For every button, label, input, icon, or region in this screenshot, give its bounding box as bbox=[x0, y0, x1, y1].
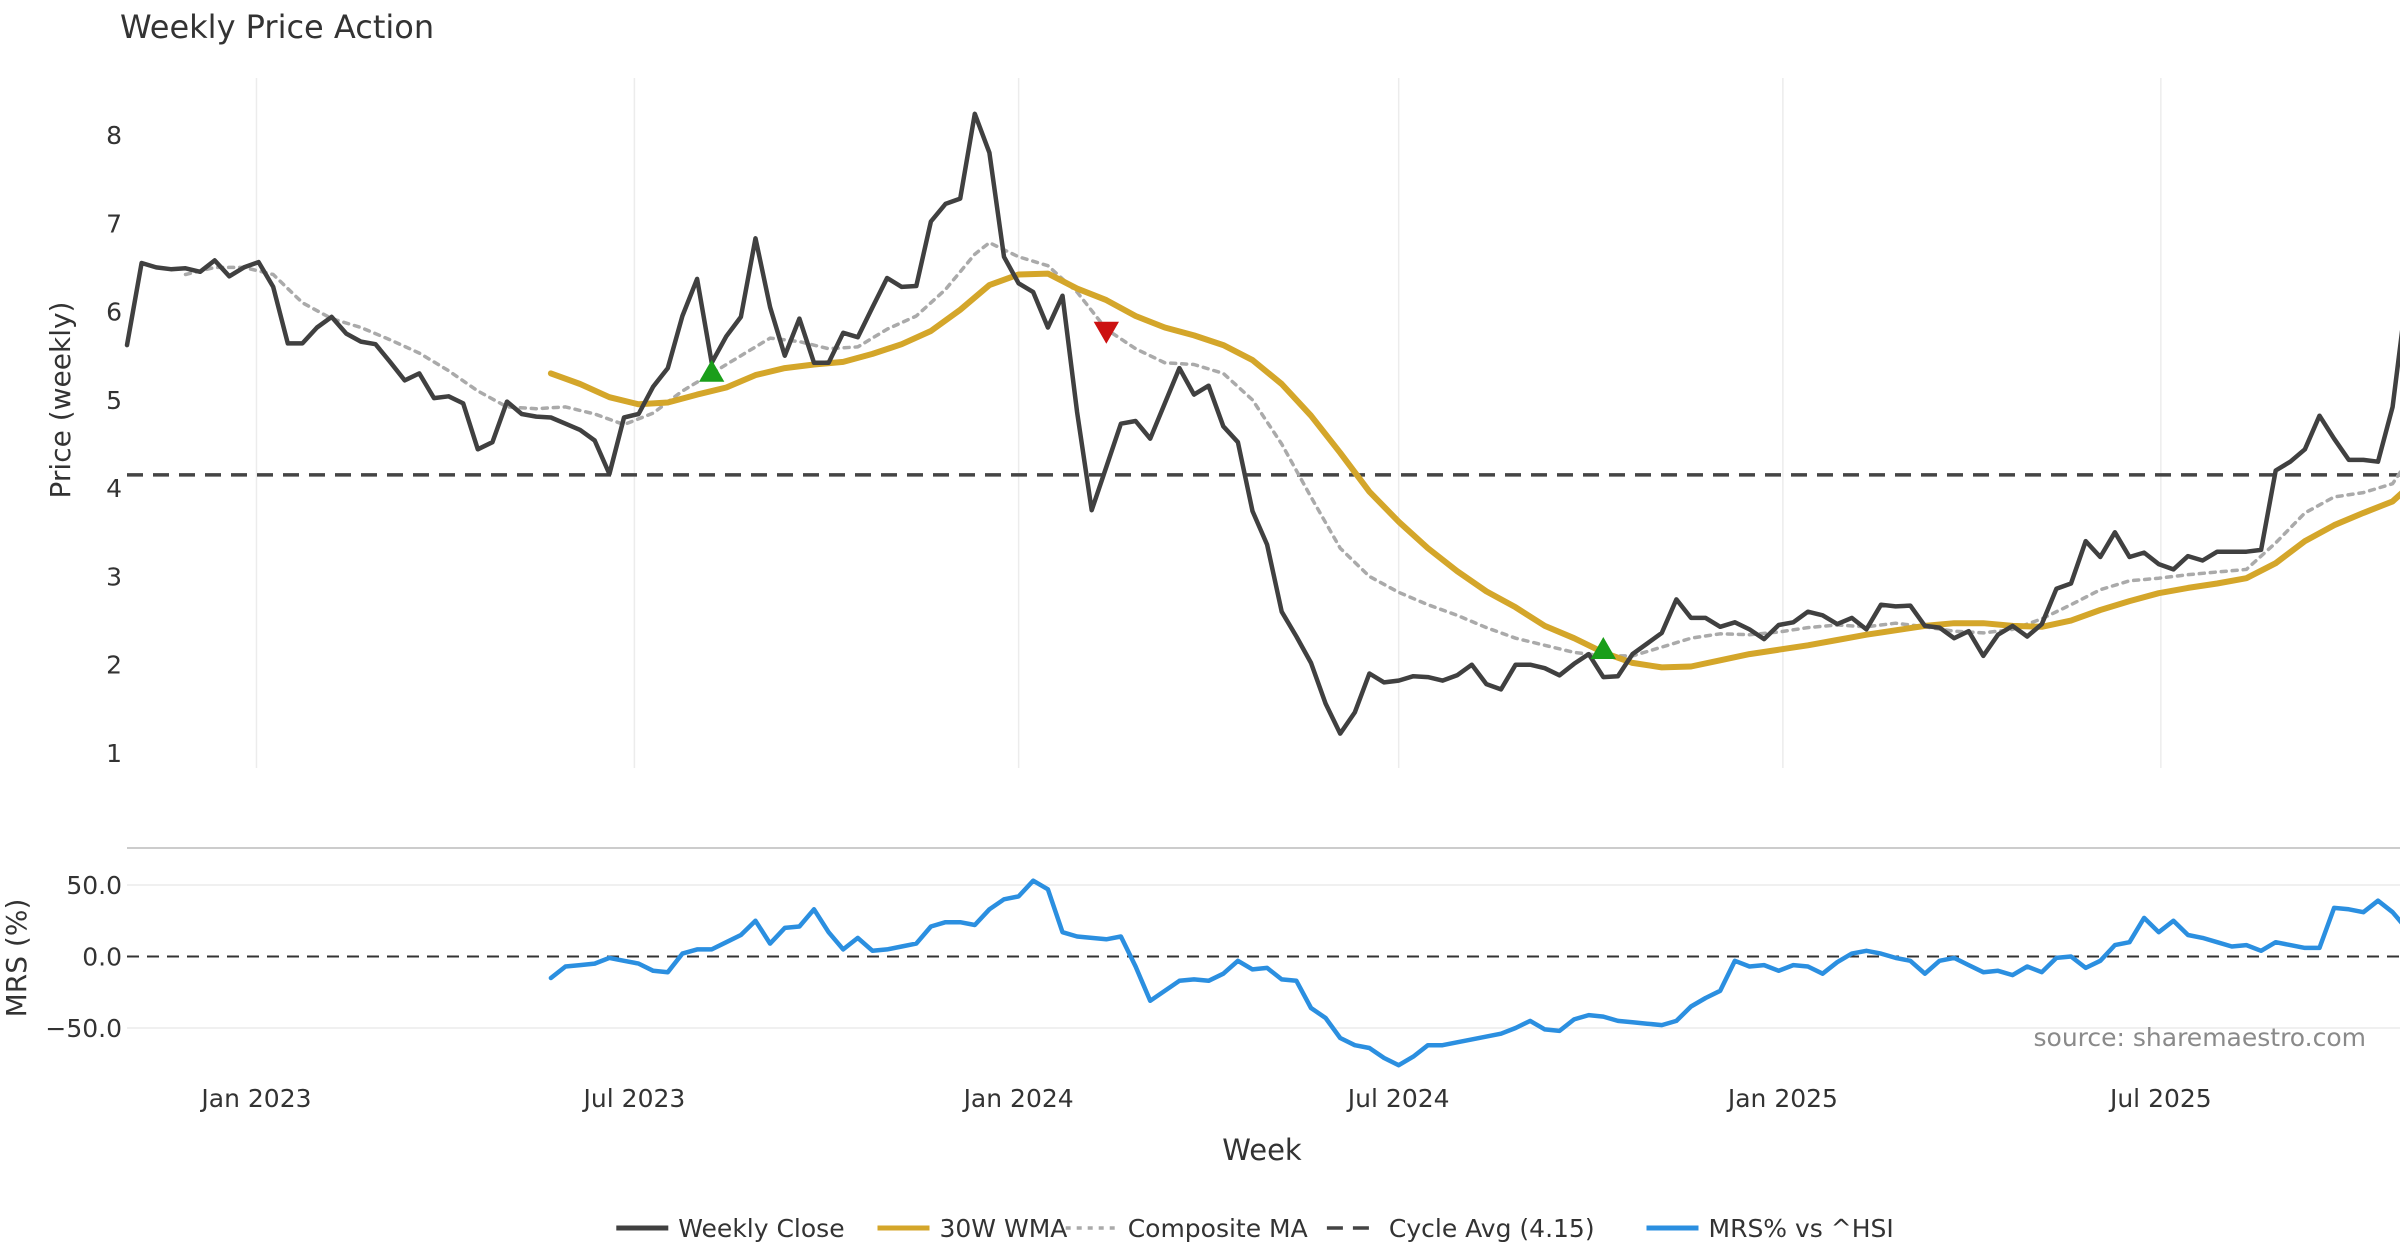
main-y-tick-label: 3 bbox=[106, 562, 122, 591]
main-y-tick-label: 5 bbox=[106, 386, 122, 415]
series-weekly-close bbox=[124, 111, 2400, 736]
main-markers bbox=[699, 321, 1616, 659]
x-tick-label: Jul 2023 bbox=[582, 1084, 686, 1113]
main-y-axis-label: Price (weekly) bbox=[44, 302, 77, 499]
main-grid bbox=[255, 78, 2162, 768]
sell-signal-marker bbox=[1093, 321, 1119, 344]
series-mrs-vs-hsi bbox=[548, 878, 2400, 1068]
main-series bbox=[124, 111, 2400, 736]
x-tick-label: Jul 2024 bbox=[1346, 1084, 1450, 1113]
sub-y-axis-label: MRS (%) bbox=[0, 899, 33, 1018]
x-tick-label: Jan 2024 bbox=[962, 1084, 1074, 1113]
x-axis-label: Week bbox=[1222, 1133, 1302, 1167]
sub-grid bbox=[127, 884, 2400, 1029]
x-tick-label: Jan 2025 bbox=[1726, 1084, 1838, 1113]
main-y-tick-label: 8 bbox=[106, 121, 122, 150]
main-y-ticks: 1 2 3 4 5 6 7 8 bbox=[106, 121, 122, 768]
legend-item-composite-ma: Composite MA bbox=[1065, 1214, 1308, 1243]
legend-item-30w-wma: 30W WMA bbox=[877, 1214, 1068, 1243]
legend-label: Cycle Avg (4.15) bbox=[1389, 1214, 1595, 1243]
legend-label: Composite MA bbox=[1128, 1214, 1308, 1243]
legend-item-cycle-avg-4-15: Cycle Avg (4.15) bbox=[1326, 1214, 1595, 1243]
main-y-tick-label: 2 bbox=[106, 651, 122, 680]
x-tick-label: Jan 2023 bbox=[199, 1084, 311, 1113]
main-y-tick-label: 7 bbox=[106, 209, 122, 238]
legend: Weekly Close 30W WMA Composite MA Cycle Avg… bbox=[616, 1214, 1894, 1243]
sub-y-ticks: 50.0 0.0 −50.0 bbox=[45, 871, 122, 1043]
main-y-tick-label: 6 bbox=[106, 298, 122, 327]
series-30w-wma bbox=[547, 270, 2400, 671]
legend-label: MRS% vs ^HSI bbox=[1709, 1214, 1894, 1243]
x-tick-label: Jul 2025 bbox=[2108, 1084, 2212, 1113]
legend-label: Weekly Close bbox=[678, 1214, 844, 1243]
x-tick-labels: Jan 2023 Jul 2023 Jan 2024 Jul 2024 Jan 2025… bbox=[199, 1084, 2211, 1113]
legend-item-weekly-close: Weekly Close bbox=[616, 1214, 845, 1243]
chart-title: Weekly Price Action bbox=[120, 8, 434, 46]
main-y-tick-label: 4 bbox=[106, 474, 122, 503]
main-y-tick-label: 1 bbox=[106, 739, 122, 768]
sub-y-tick-label: 0.0 bbox=[82, 943, 122, 972]
source-annotation: source: sharemaestro.com bbox=[2034, 1023, 2367, 1052]
sub-y-tick-label: 50.0 bbox=[66, 871, 122, 900]
legend-item-mrs-vs-hsi: MRS% vs ^HSI bbox=[1646, 1214, 1894, 1243]
legend-label: 30W WMA bbox=[940, 1214, 1068, 1243]
sub-y-tick-label: −50.0 bbox=[45, 1014, 122, 1043]
buy-signal-marker bbox=[1590, 636, 1616, 659]
buy-signal-marker bbox=[699, 359, 725, 382]
sub-series bbox=[548, 878, 2400, 1068]
